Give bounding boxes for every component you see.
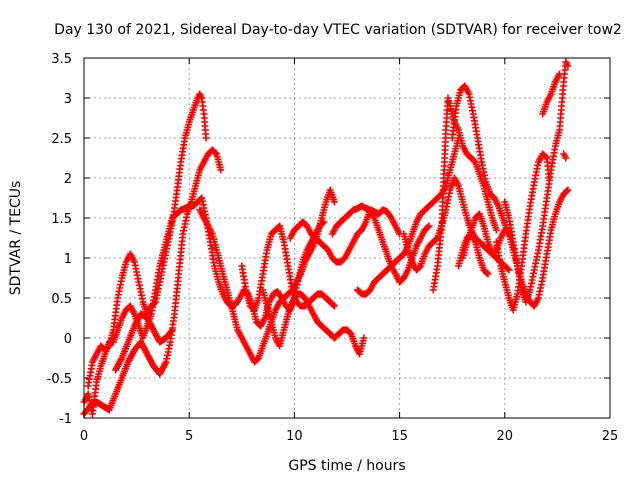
- data-point: [150, 299, 158, 307]
- y-tick-label: 3: [64, 92, 72, 107]
- data-point: [562, 154, 570, 162]
- series-arc-7: [259, 286, 368, 358]
- data-point: [330, 302, 338, 310]
- data-point: [202, 134, 210, 142]
- data-point: [329, 301, 337, 309]
- data-point: [505, 266, 513, 274]
- data-point: [360, 334, 368, 342]
- series-arc-9: [328, 202, 404, 238]
- data-point: [425, 222, 433, 230]
- series-arc-3: [80, 146, 225, 418]
- series-arc-8: [286, 206, 433, 286]
- data-point: [168, 326, 176, 334]
- grid: [84, 58, 610, 418]
- data-point: [167, 327, 175, 335]
- data-point: [556, 70, 564, 78]
- x-tick-label: 20: [497, 429, 514, 444]
- y-tick-label: 2.5: [51, 132, 72, 147]
- data-point: [484, 270, 492, 278]
- chart-title: Day 130 of 2021, Sidereal Day-to-day VTE…: [54, 22, 622, 38]
- data-point: [483, 269, 491, 277]
- series-arc-17: [455, 230, 492, 278]
- data-point: [542, 153, 550, 161]
- series-arc-16: [492, 150, 553, 314]
- y-tick-label: -1: [59, 412, 72, 427]
- series-arc-15: [501, 58, 572, 306]
- y-tick-label: 1.5: [51, 212, 72, 227]
- data-point: [217, 166, 225, 174]
- x-axis-ticks: 0 5 10 15 20 25: [80, 58, 618, 444]
- x-tick-label: 0: [80, 429, 88, 444]
- x-tick-label: 10: [286, 429, 303, 444]
- series-arc-2: [84, 90, 210, 390]
- series-arc-19: [560, 150, 570, 162]
- series-arc-4: [112, 310, 176, 374]
- data-point: [492, 226, 500, 234]
- series-arc-10: [354, 134, 463, 298]
- y-axis-ticks: -1 -0.5 0 0.5 1 1.5 2 2.5 3 3.5: [47, 52, 610, 427]
- data-point: [564, 186, 572, 194]
- x-tick-label: 5: [185, 429, 193, 444]
- y-tick-label: 2: [64, 172, 72, 187]
- x-tick-label: 15: [391, 429, 408, 444]
- series-arc-18: [539, 70, 564, 118]
- x-axis-label: GPS time / hours: [288, 458, 405, 474]
- x-tick-label: 25: [602, 429, 619, 444]
- data-point: [504, 265, 512, 273]
- data-point: [545, 174, 553, 182]
- data-point: [564, 62, 572, 70]
- data-point: [212, 149, 219, 157]
- data-marks: [80, 58, 572, 418]
- data-point: [563, 187, 571, 195]
- data-point: [104, 343, 112, 351]
- data-point: [330, 198, 338, 206]
- y-tick-label: 0.5: [51, 292, 72, 307]
- y-tick-label: 0: [64, 332, 72, 347]
- y-tick-label: 1: [64, 252, 72, 267]
- plot-frame: [83, 57, 611, 419]
- y-tick-label: -0.5: [47, 372, 72, 387]
- y-axis-label: SDTVAR / TECUs: [8, 181, 24, 296]
- data-point: [504, 229, 512, 237]
- y-tick-label: 3.5: [51, 52, 72, 67]
- data-point: [424, 223, 432, 231]
- series-arc-13: [448, 82, 511, 234]
